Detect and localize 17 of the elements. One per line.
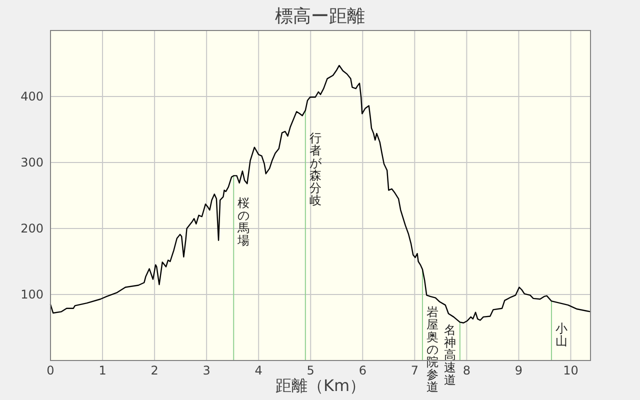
y-tick-label: 300 [20, 156, 44, 170]
x-tick-label: 10 [563, 364, 578, 378]
x-tick-label: 8 [462, 364, 471, 378]
x-tick-label: 7 [410, 364, 418, 378]
x-tick-label: 3 [202, 364, 210, 378]
chart-title: 標高ー距離 [275, 6, 365, 27]
x-tick-label: 9 [514, 364, 523, 378]
x-axis-title: 距離（Km） [275, 376, 366, 395]
y-tick-label: 200 [20, 222, 44, 236]
x-tick-label: 2 [150, 364, 158, 378]
x-tick-label: 0 [46, 364, 54, 378]
x-tick-label: 6 [358, 364, 366, 378]
x-tick-label: 1 [98, 364, 106, 378]
y-tick-label: 400 [20, 90, 44, 104]
y-tick-label: 100 [20, 288, 44, 302]
x-tick-label: 4 [254, 364, 262, 378]
x-tick-label: 5 [306, 364, 314, 378]
